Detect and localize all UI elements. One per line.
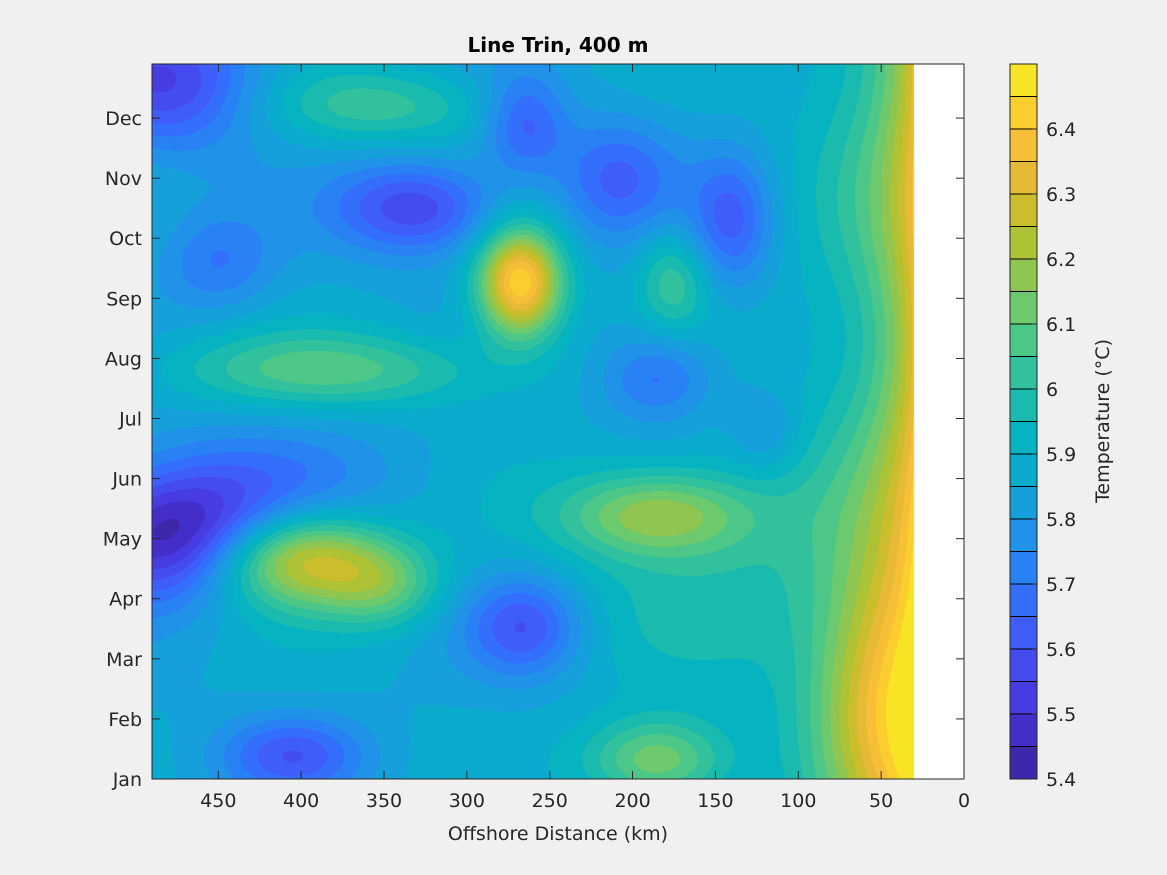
colorbar-level xyxy=(1010,259,1037,292)
colorbar-level xyxy=(1010,421,1037,455)
x-axis-label: Offshore Distance (km) xyxy=(448,823,668,845)
x-tick-label: 350 xyxy=(366,790,402,812)
x-tick-label: 250 xyxy=(532,790,568,812)
colorbar-level xyxy=(1010,584,1037,617)
colorbar-level xyxy=(1010,129,1037,162)
y-tick-label: Apr xyxy=(109,589,142,611)
colorbar-level xyxy=(1010,681,1037,715)
x-tick-label: 200 xyxy=(614,790,650,812)
y-tick-label: Dec xyxy=(105,108,142,130)
x-tick-label: 150 xyxy=(697,790,733,812)
colorbar-tick-label: 6.3 xyxy=(1046,184,1076,206)
colorbar-tick-label: 5.7 xyxy=(1046,574,1076,596)
y-tick-label: Jan xyxy=(112,769,142,791)
colorbar-tick-label: 5.4 xyxy=(1046,769,1076,791)
y-tick-label: Jun xyxy=(111,469,142,491)
colorbar-level xyxy=(1010,324,1037,357)
colorbar-frame xyxy=(1009,63,1038,780)
colorbar-level xyxy=(1010,454,1037,487)
colorbar-tick-label: 6.1 xyxy=(1046,314,1076,336)
colorbar-level xyxy=(1010,96,1037,130)
contour-field-wrapper xyxy=(152,64,964,779)
colorbar xyxy=(1010,64,1037,780)
colorbar-level xyxy=(1010,194,1037,227)
y-tick-label: Feb xyxy=(108,709,142,731)
x-tick-label: 0 xyxy=(958,790,970,812)
y-tick-label: Sep xyxy=(106,288,142,310)
y-tick-label: Mar xyxy=(106,649,142,671)
y-tick-label: Oct xyxy=(109,228,142,250)
colorbar-level xyxy=(1010,486,1037,520)
x-axis: 450 400 350 300 250 200 150 100 50 0 xyxy=(200,64,970,812)
x-tick-label: 300 xyxy=(449,790,485,812)
colorbar-label: Temperature (°C) xyxy=(1092,339,1114,504)
x-tick-label: 450 xyxy=(200,790,236,812)
x-tick-label: 400 xyxy=(283,790,319,812)
colorbar-level xyxy=(1010,746,1037,780)
colorbar-tick-label: 5.8 xyxy=(1046,509,1076,531)
colorbar-level xyxy=(1010,519,1037,552)
colorbar-level xyxy=(1010,161,1037,195)
contour-field xyxy=(152,64,964,779)
y-tick-label: Nov xyxy=(105,168,142,190)
colorbar-level xyxy=(1010,64,1037,97)
colorbar-ticks: 5.4 5.5 5.6 5.7 5.8 5.9 6 6.1 6.2 6.3 6.4 xyxy=(1032,119,1076,791)
y-axis: Jan Feb Mar Apr May Jun Jul Aug Sep Oct Nov Dec xyxy=(103,108,964,791)
y-tick-label: Aug xyxy=(105,348,142,370)
colorbar-tick-label: 6 xyxy=(1046,379,1058,401)
colorbar-tick-label: 5.6 xyxy=(1046,639,1076,661)
plot-frame xyxy=(151,63,965,780)
x-tick-label: 50 xyxy=(869,790,893,812)
colorbar-level xyxy=(1010,291,1037,325)
chart-title: Line Trin, 400 m xyxy=(468,33,649,57)
colorbar-level xyxy=(1010,649,1037,682)
colorbar-tick-label: 5.9 xyxy=(1046,444,1076,466)
colorbar-tick-label: 6.2 xyxy=(1046,249,1076,271)
colorbar-level xyxy=(1010,226,1037,260)
x-tick-label: 100 xyxy=(780,790,816,812)
colorbar-level xyxy=(1010,616,1037,650)
colorbar-level xyxy=(1010,356,1037,390)
y-tick-label: Jul xyxy=(118,408,142,430)
y-tick-label: May xyxy=(103,529,142,551)
colorbar-level xyxy=(1010,389,1037,422)
colorbar-level xyxy=(1010,551,1037,585)
colorbar-tick-label: 6.4 xyxy=(1046,119,1076,141)
colorbar-level xyxy=(1010,714,1037,747)
colorbar-tick-label: 5.5 xyxy=(1046,704,1076,726)
